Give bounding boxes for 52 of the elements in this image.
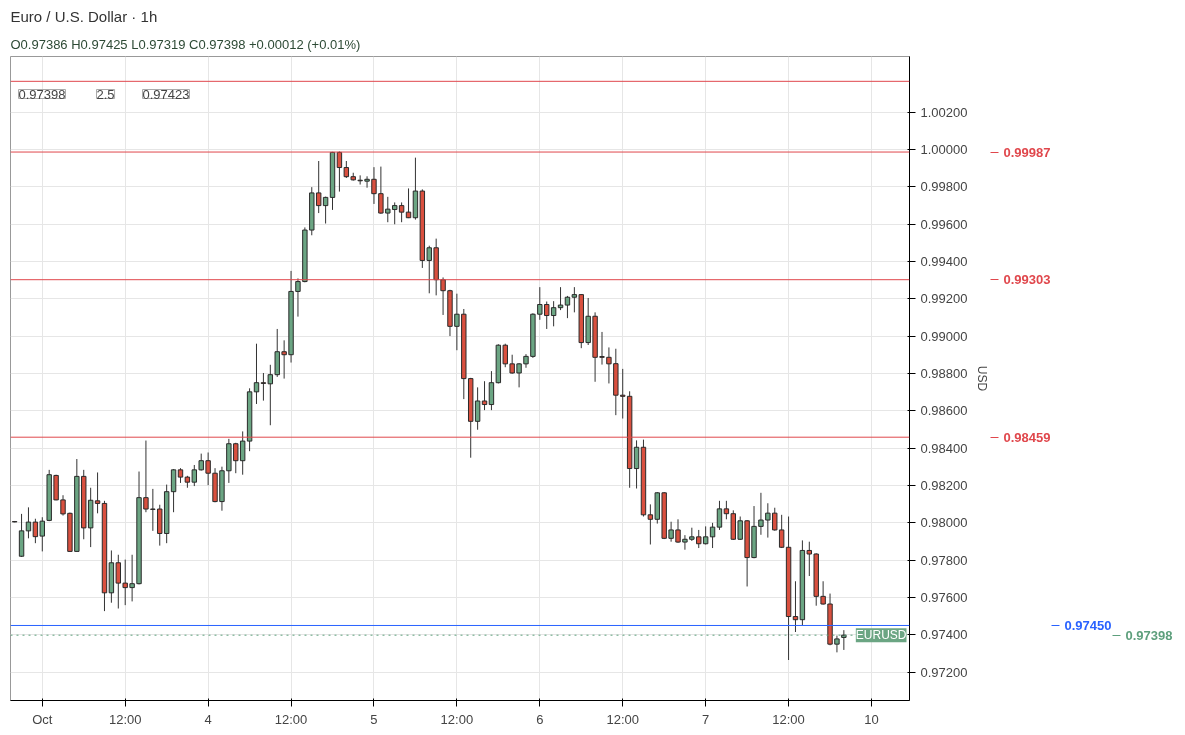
x-tick-label: 7 [702,711,710,727]
y-tick-label: 0.99800 [920,179,968,195]
candlestick [25,506,32,539]
y-tick-label: 0.99200 [920,291,968,307]
candlestick [481,380,488,411]
x-tick-label: 6 [536,711,544,727]
y-tick-label: 0.99000 [920,328,968,344]
y-tick-label: 0.98000 [920,515,968,531]
y-tick-label: 0.97600 [920,589,968,605]
candlestick [253,343,260,405]
x-tick-label: 12:00 [772,711,805,727]
x-tick-label: 12:00 [274,711,308,727]
ref-line-label: 0.99303 [1003,272,1051,288]
ref-line-label: 0.97398 [1125,627,1173,643]
candlestick [716,500,723,531]
x-tick-label: 12:00 [108,711,142,727]
y-tick-label: 0.99400 [920,254,968,270]
y-tick-label: 0.98600 [920,403,968,419]
y-tick-label: 0.97800 [920,552,968,568]
chart-subtitle: O0.97386 H0.97425 L0.97319 C0.97398 +0.00012 (+0.01%) [10,36,361,52]
x-tick-label: Oct [32,711,53,727]
candlestick [564,295,571,319]
ref-line-label: 0.98459 [1003,429,1051,445]
x-tick-label: 12:00 [606,711,640,727]
chart-title: Euro / U.S. Dollar · 1h [10,7,158,25]
annotation: 2.5 [96,86,115,102]
candlestick [709,522,716,549]
candlestick [792,580,799,633]
x-tick-label: 4 [204,711,212,727]
x-tick-label: 12:00 [440,711,474,727]
x-tick-label: 10 [864,711,879,727]
y-tick-label: 0.98200 [920,478,968,494]
annotation: EURUSD [855,628,907,643]
candlestick [841,629,847,651]
y-tick-label: 0.97200 [920,664,968,680]
y-tick-label: 0.97400 [920,627,968,643]
x-tick-label: 5 [370,711,378,727]
y-tick-label: 0.98400 [920,440,968,456]
y-tick-label: 1.00200 [920,104,968,120]
candlestick [170,468,177,513]
candlestick [620,368,626,420]
candlestick [405,187,412,219]
ref-line-label: 0.99987 [1003,144,1051,160]
y-axis-title: USD [975,365,990,392]
annotation: 0.97398 [18,86,66,102]
ref-line-label: 0.97450 [1064,617,1112,633]
y-tick-label: 0.98800 [920,366,968,382]
y-tick-label: 1.00000 [920,142,968,158]
y-tick-label: 0.99600 [920,216,968,232]
candlestick [723,500,730,520]
candlestick [557,286,564,311]
annotation: 0.97423 [142,86,190,102]
